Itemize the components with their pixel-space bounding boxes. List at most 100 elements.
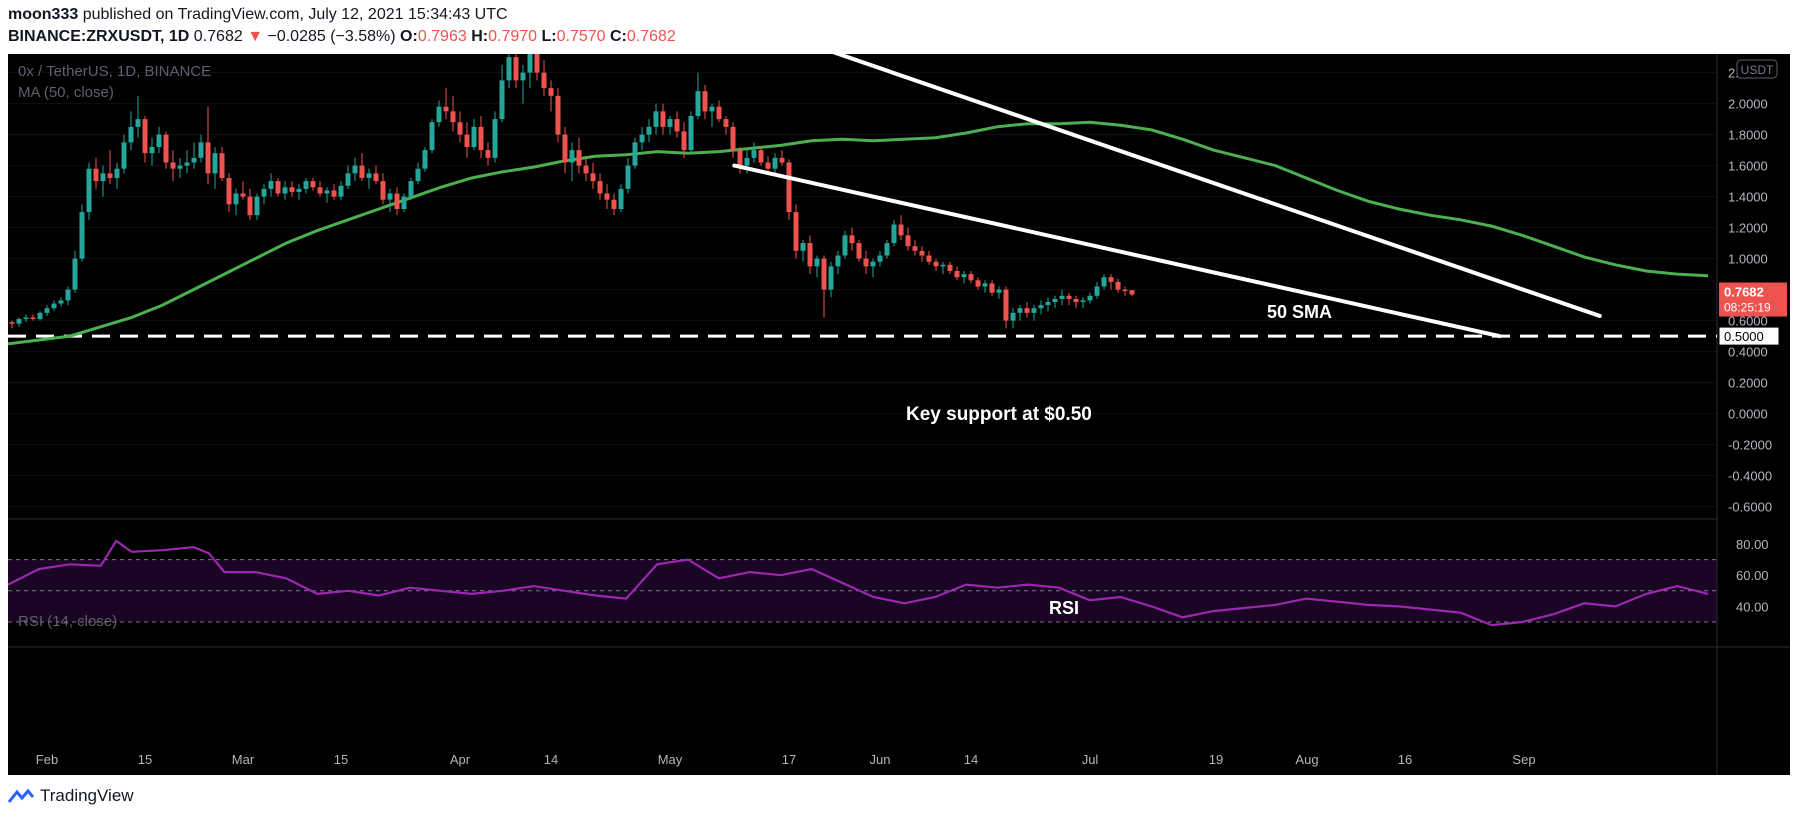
candle-body [240, 193, 246, 197]
time-tick-label: 14 [544, 752, 558, 767]
candle-body [1017, 308, 1023, 313]
candle-body [849, 235, 855, 244]
candle-body [646, 126, 652, 135]
rsi-tick-label: 60.00 [1736, 568, 1769, 583]
candle-body [961, 274, 967, 278]
candle-body [1122, 289, 1128, 292]
candle-body [282, 187, 288, 194]
candle-body [800, 243, 806, 251]
price-tick-label: -0.4000 [1728, 469, 1772, 484]
rsi-axis-labels: 40.00 60.00 80.00 [1736, 537, 1769, 614]
trendline[interactable] [732, 163, 1502, 339]
candlestick-series[interactable] [9, 54, 1135, 329]
candle-body [212, 153, 218, 174]
candle-body [527, 54, 533, 73]
time-tick-label: Mar [232, 752, 255, 767]
candle-body [156, 134, 162, 147]
brand-name[interactable]: TradingView [40, 786, 134, 805]
price-change: −0.0285 (−3.58%) [267, 28, 396, 45]
high-label: H: [471, 28, 489, 45]
chart-title: 0x / TetherUS, 1D, BINANCE [18, 63, 211, 80]
candle-body [65, 289, 71, 301]
candle-body [996, 289, 1002, 293]
candle-body [142, 119, 148, 154]
candle-body [254, 196, 260, 216]
candle-body [324, 190, 330, 194]
chart-background [8, 54, 1790, 775]
trendline[interactable] [812, 54, 1602, 318]
candle-body [93, 168, 99, 182]
candle-body [44, 308, 50, 313]
candle-body [793, 212, 799, 251]
candle-body [268, 181, 274, 189]
candle-body [471, 126, 477, 147]
candle-body [835, 255, 841, 267]
candle-body [149, 147, 155, 154]
ma-legend: MA (50, close) [18, 84, 114, 101]
candle-body [772, 157, 778, 169]
candle-body [702, 91, 708, 112]
candle-body [520, 72, 526, 81]
currency-badge-label: USDT [1741, 63, 1774, 77]
footer: TradingView [8, 786, 134, 806]
candle-body [555, 95, 561, 135]
candle-body [569, 150, 575, 163]
candle-body [989, 283, 995, 293]
candle-body [842, 235, 848, 256]
currency-badge[interactable] [1736, 59, 1778, 79]
candle-body [737, 150, 743, 166]
candle-body [1073, 298, 1079, 302]
candle-body [562, 134, 568, 163]
candle-body [1031, 308, 1037, 313]
candle-body [870, 261, 876, 267]
candle-body [415, 168, 421, 182]
candle-body [506, 57, 512, 81]
author-name[interactable]: moon333 [8, 6, 79, 23]
candle-body [387, 193, 393, 200]
candle-body [982, 283, 988, 287]
candle-body [177, 165, 183, 169]
down-arrow-icon: ▼ [247, 28, 264, 45]
candle-body [919, 250, 925, 256]
rsi-line[interactable] [7, 539, 1709, 627]
candle-body [1129, 290, 1135, 295]
candle-body [366, 173, 372, 178]
candle-body [408, 181, 414, 197]
chart-canvas[interactable]: 0x / TetherUS, 1D, BINANCE MA (50, close… [0, 54, 1805, 776]
candle-body [898, 224, 904, 236]
last-price-tag [1719, 282, 1787, 317]
open-value: 0.7963 [417, 28, 467, 45]
open-label: O: [400, 28, 418, 45]
wedge-trendlines[interactable] [732, 54, 1602, 339]
candle-body [639, 134, 645, 143]
published-info: published on TradingView.com, July 12, 2… [82, 6, 508, 23]
time-tick-label: 19 [1209, 752, 1223, 767]
price-tick-label: 0.2000 [1728, 376, 1768, 391]
candle-body [1045, 302, 1051, 306]
candle-body [422, 150, 428, 169]
candle-body [947, 264, 953, 271]
candle-body [338, 185, 344, 197]
candle-body [296, 188, 302, 192]
candle-body [541, 72, 547, 89]
candle-body [135, 119, 141, 127]
candle-body [786, 162, 792, 213]
price-tick-label: -0.6000 [1728, 500, 1772, 515]
candle-body [9, 322, 15, 324]
candle-body [198, 142, 204, 158]
last-price-tag-value: 0.7682 [1724, 285, 1764, 300]
time-axis-labels: Feb 15 Mar 15 Apr 14 May 17 Jun 14 Jul 19 Aug 16 Sep [36, 752, 1536, 767]
rsi-annotation: RSI [1049, 598, 1079, 618]
candle-body [611, 199, 617, 209]
candle-body [828, 266, 834, 290]
time-tick-label: 16 [1398, 752, 1412, 767]
candle-body [912, 246, 918, 251]
candle-body [100, 173, 106, 182]
candle-body [814, 258, 820, 267]
sma-50-line[interactable] [7, 120, 1709, 346]
candle-body [779, 157, 785, 163]
rsi-tick-label: 40.00 [1736, 599, 1769, 614]
candle-body [464, 134, 470, 147]
candle-body [716, 106, 722, 120]
candle-body [660, 111, 666, 127]
